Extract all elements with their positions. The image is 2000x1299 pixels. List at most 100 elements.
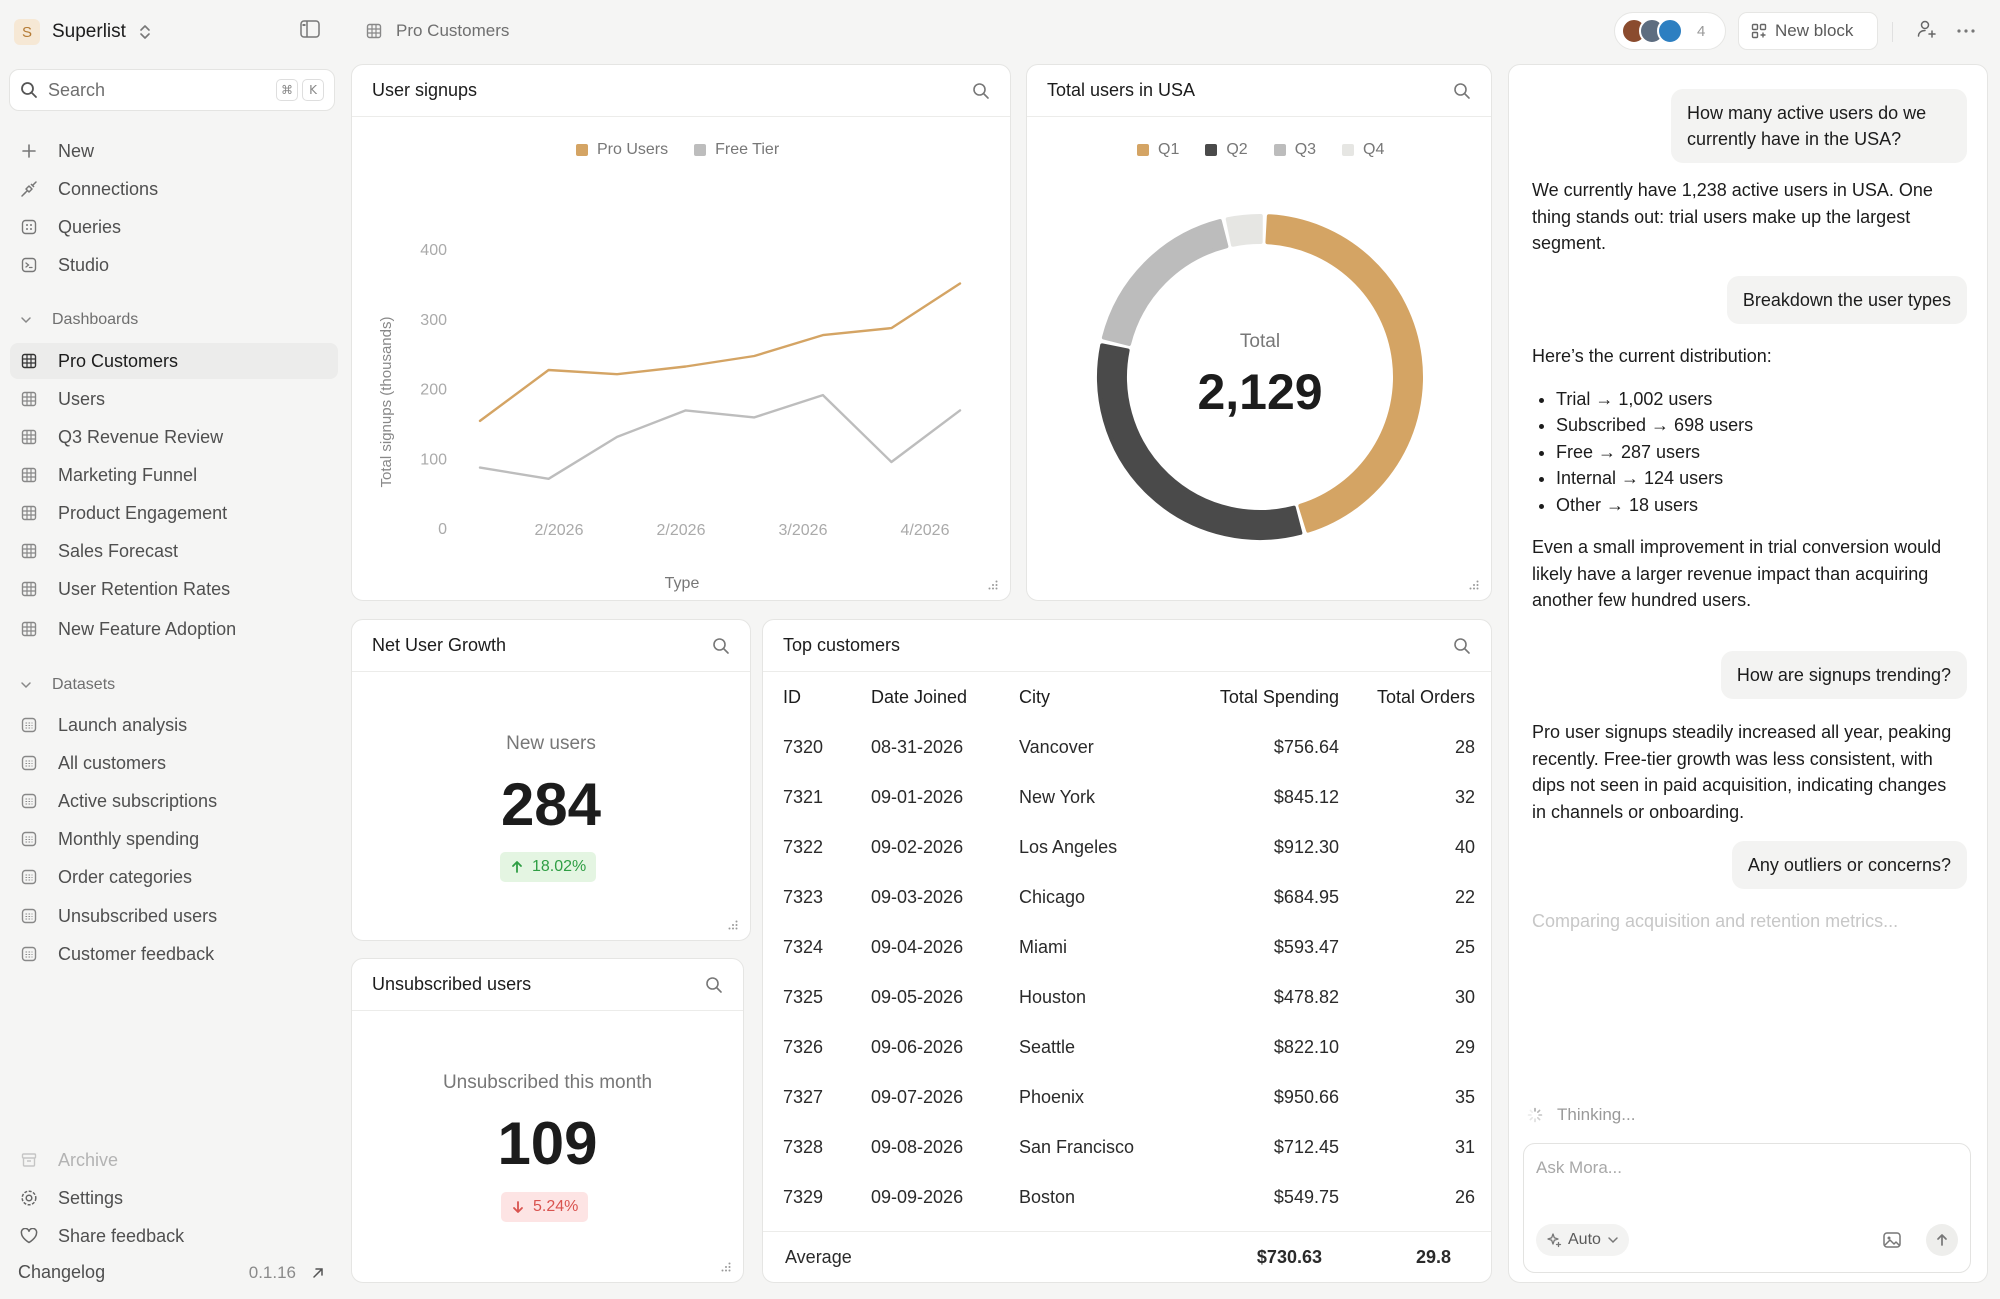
- new-block-button[interactable]: New block: [1738, 12, 1878, 50]
- sidebar-dataset-customer-feedback[interactable]: Customer feedback: [10, 936, 338, 972]
- legend-label: Q1: [1158, 141, 1180, 158]
- card-title: Top customers: [783, 635, 901, 655]
- legend-item-q1[interactable]: Q1: [1137, 141, 1179, 159]
- sidebar-dataset-active-subscriptions[interactable]: Active subscriptions: [10, 783, 338, 819]
- sidebar-dashboard-user-retention-rates[interactable]: User Retention Rates: [10, 571, 338, 607]
- add-user-icon[interactable]: [1917, 19, 1937, 39]
- table-row[interactable]: 7324 09-04-2026 Miami $593.47 25: [783, 922, 1475, 972]
- chat-input[interactable]: [1536, 1158, 1956, 1178]
- resize-handle-icon[interactable]: [1469, 580, 1479, 590]
- donut-legend: Q1 Q2 Q3 Q4: [1137, 141, 1410, 159]
- table-icon: [21, 429, 37, 445]
- dataset-icon: [21, 755, 37, 771]
- table-icon: [21, 467, 37, 483]
- chevron-updown-icon: [140, 25, 150, 39]
- dataset-icon: [21, 946, 37, 962]
- section-datasets[interactable]: Datasets: [20, 673, 115, 697]
- sidebar-item-new[interactable]: New: [10, 133, 338, 169]
- legend-swatch: [576, 144, 588, 156]
- sidebar-dashboard-new-feature-adoption[interactable]: New Feature Adoption: [10, 611, 338, 647]
- sidebar-dashboard-marketing-funnel[interactable]: Marketing Funnel: [10, 457, 338, 493]
- sidebar-item-queries[interactable]: Queries: [10, 209, 338, 245]
- column-header-city[interactable]: City: [1019, 686, 1050, 707]
- table-row[interactable]: 7328 09-08-2026 San Francisco $712.45 31: [783, 1122, 1475, 1172]
- table-row[interactable]: 7323 09-03-2026 Chicago $684.95 22: [783, 872, 1475, 922]
- search-bar[interactable]: Search ⌘ K: [9, 69, 335, 111]
- sidebar-dashboard-sales-forecast[interactable]: Sales Forecast: [10, 533, 338, 569]
- cell-city: Seattle: [1019, 1036, 1076, 1057]
- table-row[interactable]: 7325 09-05-2026 Houston $478.82 30: [783, 972, 1475, 1022]
- sidebar-dashboard-product-engagement[interactable]: Product Engagement: [10, 495, 338, 531]
- table-row[interactable]: 7320 08-31-2026 Vancover $756.64 28: [783, 722, 1475, 772]
- y-tick-label: 200: [420, 382, 447, 399]
- cell-total-spending: $756.64: [1273, 736, 1339, 757]
- chart-legend: Pro Users Free Tier: [576, 141, 805, 159]
- send-button[interactable]: [1926, 1224, 1958, 1256]
- search-icon[interactable]: [1453, 637, 1471, 655]
- legend-item-q3[interactable]: Q3: [1273, 141, 1316, 159]
- sidebar-dashboard-pro-customers[interactable]: Pro Customers: [10, 343, 338, 379]
- sidebar-item-label: All customers: [58, 752, 167, 773]
- sidebar-item-share-feedback[interactable]: Share feedback: [10, 1218, 338, 1254]
- legend-item-pro-users[interactable]: Pro Users: [576, 141, 668, 159]
- y-tick-label: 100: [420, 451, 447, 468]
- sidebar-dataset-all-customers[interactable]: All customers: [10, 745, 338, 781]
- search-icon[interactable]: [1453, 82, 1471, 100]
- new-block-label: New block: [1775, 21, 1854, 40]
- sidebar-dashboard-q3-revenue-review[interactable]: Q3 Revenue Review: [10, 419, 338, 455]
- sidebar-dataset-order-categories[interactable]: Order categories: [10, 859, 338, 895]
- assistant-chat-panel: How many active users do we currently ha…: [1508, 64, 1988, 1283]
- table-icon: [366, 23, 382, 39]
- legend-item-q4[interactable]: Q4: [1342, 141, 1384, 159]
- resize-handle-icon[interactable]: [728, 920, 738, 930]
- cell-id: 7326: [783, 1036, 824, 1057]
- sidebar-dataset-unsubscribed-users[interactable]: Unsubscribed users: [10, 898, 338, 934]
- image-attach-icon[interactable]: [1882, 1230, 1902, 1250]
- sidebar-dataset-launch-analysis[interactable]: Launch analysis: [10, 707, 338, 743]
- donut-segment-q3[interactable]: [1101, 219, 1229, 346]
- resize-handle-icon[interactable]: [721, 1262, 731, 1272]
- donut-segment-q1[interactable]: [1265, 214, 1423, 533]
- table-row[interactable]: 7321 09-01-2026 New York $845.12 32: [783, 772, 1475, 822]
- table-row[interactable]: 7327 09-07-2026 Phoenix $950.66 35: [783, 1072, 1475, 1122]
- workspace-switcher[interactable]: S Superlist: [14, 16, 152, 48]
- more-icon[interactable]: [1956, 28, 1976, 34]
- sidebar-dashboard-users[interactable]: Users: [10, 381, 338, 417]
- cell-total-spending: $712.45: [1273, 1136, 1339, 1157]
- mode-selector[interactable]: Auto: [1536, 1224, 1629, 1256]
- sidebar-item-connections[interactable]: Connections: [10, 171, 338, 207]
- sidebar-item-label: Customer feedback: [58, 943, 215, 964]
- sidebar-item-label: Settings: [58, 1187, 124, 1208]
- card-header: User signups: [352, 65, 1010, 117]
- legend-swatch: [694, 144, 707, 156]
- collaborators[interactable]: 4: [1614, 12, 1726, 50]
- sidebar-item-label: Order categories: [58, 866, 193, 887]
- series-line-pro-users[interactable]: [478, 282, 962, 423]
- column-header-total-orders[interactable]: Total Orders: [1376, 686, 1475, 707]
- column-header-date-joined[interactable]: Date Joined: [871, 686, 968, 707]
- table-row[interactable]: 7322 09-02-2026 Los Angeles $912.30 40: [783, 822, 1475, 872]
- legend-item-free-tier[interactable]: Free Tier: [694, 141, 779, 159]
- donut-segment-q2[interactable]: [1097, 343, 1303, 540]
- search-icon[interactable]: [972, 82, 990, 100]
- unsubscribed-users-card: Unsubscribed users Unsubscribed this mon…: [351, 958, 744, 1283]
- sidebar-toggle-icon[interactable]: [300, 20, 320, 38]
- changelog-link[interactable]: Changelog 0.1.16: [18, 1262, 324, 1283]
- sidebar-dataset-monthly-spending[interactable]: Monthly spending: [10, 821, 338, 857]
- sidebar-item-archive[interactable]: Archive: [10, 1142, 338, 1178]
- search-icon[interactable]: [705, 976, 723, 994]
- column-header-id[interactable]: ID: [783, 686, 801, 707]
- search-icon[interactable]: [712, 637, 730, 655]
- resize-handle-icon[interactable]: [988, 580, 998, 590]
- sidebar-item-settings[interactable]: Settings: [10, 1180, 338, 1216]
- donut-segment-q4[interactable]: [1225, 214, 1263, 247]
- series-line-free-tier[interactable]: [478, 393, 962, 480]
- table-row[interactable]: 7329 09-09-2026 Boston $549.75 26: [783, 1172, 1475, 1222]
- legend-swatch: [1342, 144, 1355, 156]
- sidebar-item-studio[interactable]: Studio: [10, 247, 338, 283]
- table-row[interactable]: 7326 09-06-2026 Seattle $822.10 29: [783, 1022, 1475, 1072]
- legend-item-q2[interactable]: Q2: [1205, 141, 1248, 159]
- section-dashboards[interactable]: Dashboards: [20, 308, 138, 332]
- table-icon: [21, 543, 37, 559]
- column-header-total-spending[interactable]: Total Spending: [1219, 686, 1339, 707]
